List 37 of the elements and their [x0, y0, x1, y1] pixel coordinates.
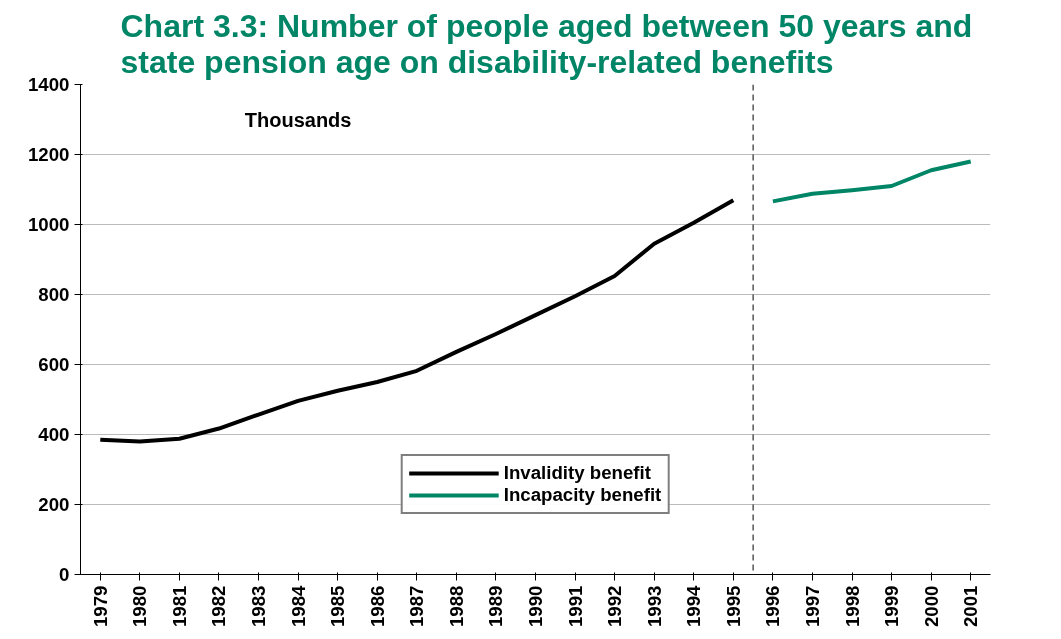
x-tick-label: 1984 [287, 584, 309, 627]
y-tick-label: 400 [38, 424, 70, 445]
x-tick-label: 2000 [920, 585, 942, 627]
x-tick-label: 1998 [841, 585, 863, 627]
x-tick-label: 1980 [129, 585, 151, 627]
x-tick-label: 1983 [248, 585, 270, 627]
x-tick-label: 1989 [485, 585, 507, 627]
x-tick-label: 1982 [208, 585, 230, 627]
x-tick-label: 1981 [168, 585, 190, 627]
x-tick-label: 1996 [762, 585, 784, 627]
y-tick-label: 800 [38, 284, 70, 305]
x-tick-label: 1985 [327, 585, 349, 627]
legend-label: Incapacity benefit [503, 484, 662, 506]
x-tick-label: 1991 [564, 585, 586, 627]
y-tick-label: 0 [59, 564, 70, 585]
x-tick-label: 1997 [801, 585, 823, 627]
line-series [770, 159, 973, 204]
x-tick-label: 1993 [643, 585, 665, 627]
y-tick-label: 600 [38, 354, 70, 375]
chart-title: Chart 3.3: Number of people aged between 50 years and state pension age on disability-related benefits [120, 7, 973, 80]
x-tick-label: 1995 [722, 585, 744, 627]
x-tick-label: 1979 [89, 585, 111, 627]
x-tick-label: 1990 [525, 585, 546, 627]
line-series [98, 198, 736, 444]
x-tick-label: 1999 [881, 585, 903, 627]
annotation: Thousands [244, 109, 352, 131]
x-tick-label: 1988 [445, 585, 467, 627]
x-tick-label: 1986 [366, 585, 388, 627]
x-tick-label: 1994 [683, 584, 705, 627]
y-tick-label: 1200 [28, 144, 70, 165]
y-tick-label: 1400 [28, 74, 70, 95]
x-tick-label: 1987 [406, 585, 428, 627]
y-tick-label: 200 [38, 494, 70, 515]
x-tick-label: 1992 [604, 585, 626, 627]
legend-label: Invalidity benefit [503, 462, 651, 484]
y-tick-label: 1000 [28, 214, 70, 235]
x-tick-label: 2001 [960, 585, 982, 627]
